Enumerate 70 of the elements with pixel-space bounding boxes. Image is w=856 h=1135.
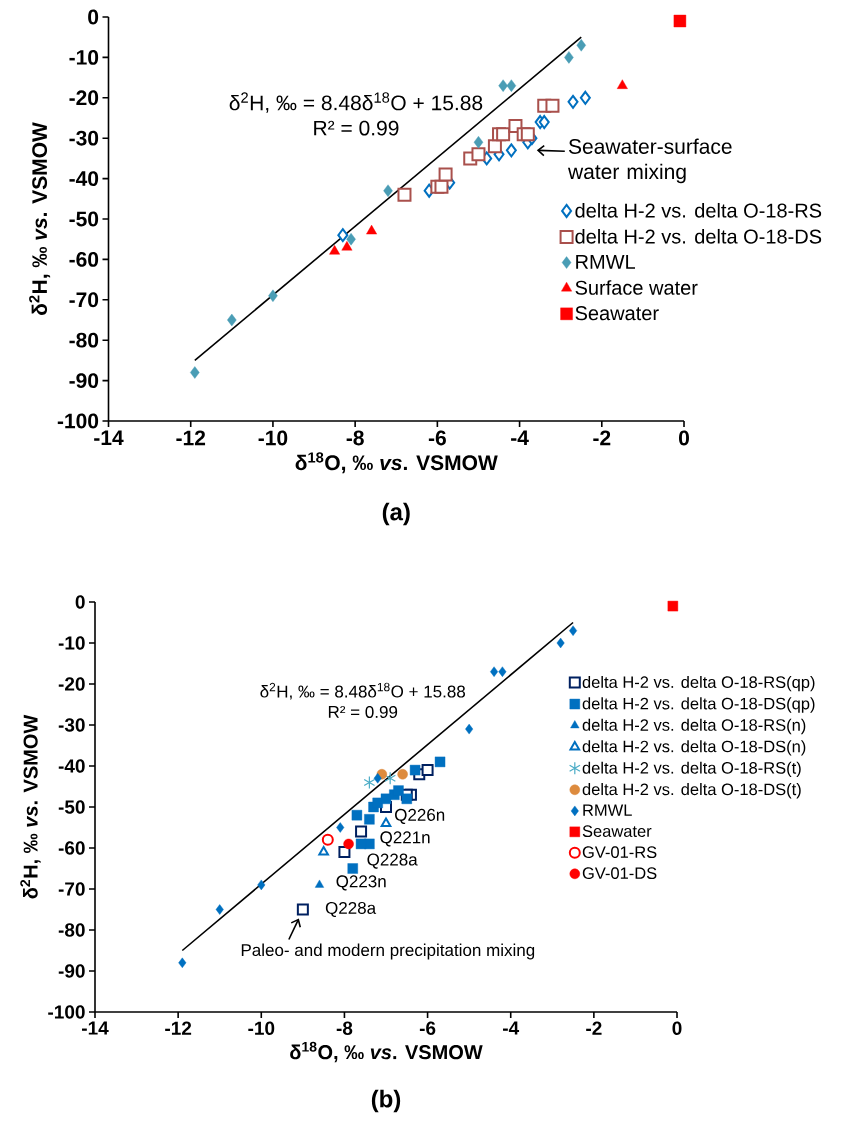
y-tick-label: -50 bbox=[58, 800, 85, 814]
x-tick-label: -8 bbox=[346, 430, 364, 446]
x-tick-label: -4 bbox=[511, 430, 529, 445]
y-tick-label: -50 bbox=[69, 211, 99, 227]
x-tick-label: -6 bbox=[419, 1021, 436, 1035]
y-tick-label: -20 bbox=[58, 677, 85, 691]
legend-label: delta H-2 vs. delta O-18-RS(n) bbox=[582, 718, 806, 735]
legend-label: delta H-2 vs. delta O-18-DS(n) bbox=[582, 740, 806, 756]
y-tick-label: -40 bbox=[58, 759, 85, 773]
y-tick-label: -60 bbox=[58, 841, 85, 855]
y-tick-label: -90 bbox=[58, 964, 85, 978]
x-tick-label: -2 bbox=[586, 1021, 602, 1035]
y-tick-label: -100 bbox=[48, 1005, 85, 1019]
y-tick-label: -100 bbox=[57, 413, 99, 429]
legend-label: delta H-2 vs. delta O-18-RS(t) bbox=[582, 761, 801, 777]
text: (b) bbox=[371, 1089, 401, 1113]
annotation: δ$^{2}$H, ‰ = 8.48δ$^{18}$O + 15.88 bbox=[229, 92, 483, 113]
y-tick-label: -60 bbox=[69, 251, 99, 267]
legend-label: delta H-2 vs. delta O-18-DS bbox=[575, 228, 822, 244]
x-axis-title: δ$^{18}$O, ‰ vs. VSMOW bbox=[290, 1041, 483, 1063]
y-axis-title: δ$^{2}$H, ‰ vs. VSMOW bbox=[20, 714, 41, 899]
x-tick-label: 0 bbox=[672, 1021, 682, 1035]
annotation: R² = 0.99 bbox=[328, 705, 398, 718]
y-tick-label: -90 bbox=[69, 373, 99, 389]
x-tick-label: -10 bbox=[248, 1021, 275, 1035]
x-tick-label: -12 bbox=[176, 430, 206, 446]
legend-label: RMWL bbox=[576, 254, 636, 269]
y-tick-label: -30 bbox=[58, 718, 85, 732]
y-tick-label: -30 bbox=[69, 130, 99, 146]
y-tick-label: -70 bbox=[69, 292, 99, 308]
x-tick-label: -14 bbox=[82, 1021, 109, 1035]
legend-label: delta H-2 vs. delta O-18-DS(qp) bbox=[582, 697, 815, 713]
x-tick-label: -4 bbox=[503, 1021, 520, 1035]
x-axis-title: δ$^{18}$O, ‰ vs. VSMOW bbox=[295, 452, 498, 474]
annotation: Seawater-surface water mixing bbox=[567, 138, 732, 184]
y-tick-label: 0 bbox=[88, 9, 99, 25]
legend-label: delta H-2 vs. delta O-18-RS(qp) bbox=[582, 675, 815, 692]
annotation: Q228a bbox=[325, 901, 377, 918]
annotation: Q221n bbox=[380, 831, 430, 847]
y-tick-label: -10 bbox=[69, 49, 99, 65]
y-tick-label: -20 bbox=[69, 90, 99, 106]
x-tick-label: -2 bbox=[593, 430, 611, 446]
legend-label: delta H-2 vs. delta O-18-DS(t) bbox=[582, 783, 801, 799]
y-tick-label: 0 bbox=[75, 595, 85, 609]
x-tick-label: -8 bbox=[336, 1021, 353, 1035]
legend-label: delta H-2 vs. delta O-18-RS bbox=[575, 202, 822, 218]
text: (a) bbox=[382, 502, 410, 526]
legend-label: GV-01-RS bbox=[582, 846, 657, 858]
y-tick-label: -80 bbox=[69, 332, 99, 348]
y-axis-title: δ$^{2}$H, ‰ vs. VSMOW bbox=[29, 122, 51, 315]
x-tick-label: -10 bbox=[258, 430, 288, 446]
legend-label: RMWL bbox=[583, 804, 632, 816]
annotation: Q228a bbox=[367, 853, 418, 869]
x-tick-label: -12 bbox=[165, 1021, 192, 1035]
annotation: Q226n bbox=[395, 808, 445, 824]
legend-label: GV-01-DS bbox=[582, 867, 657, 879]
legend-label: Seawater bbox=[575, 306, 659, 321]
x-tick-label: 0 bbox=[679, 430, 689, 446]
legend-label: Seawater bbox=[582, 825, 652, 837]
annotation: δ$^{2}$H, ‰ = 8.48δ$^{18}$O + 15.88 bbox=[260, 682, 466, 700]
x-tick-label: -6 bbox=[428, 430, 446, 446]
x-tick-label: -14 bbox=[94, 430, 124, 445]
legend-label: Surface water bbox=[575, 280, 698, 295]
annotation: R² = 0.99 bbox=[314, 120, 399, 136]
y-tick-label: -10 bbox=[58, 636, 85, 650]
y-tick-label: -70 bbox=[58, 882, 85, 896]
annotation: Paleo- and modern precipitation mixing bbox=[241, 943, 535, 960]
y-tick-label: -80 bbox=[58, 923, 85, 937]
y-tick-label: -40 bbox=[69, 171, 99, 187]
annotation: Q223n bbox=[336, 875, 386, 891]
